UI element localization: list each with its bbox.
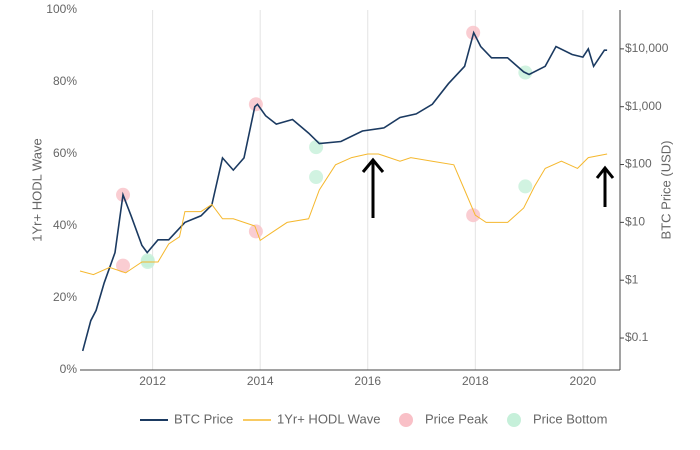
arrow-head [595,165,615,179]
y-tick-label: 80% [53,74,77,88]
y2-tick-label: $0.1 [625,330,649,344]
y-tick-label: 0% [60,362,78,376]
y2-tick-label: $1,000 [625,99,662,113]
line-series [79,153,608,276]
y-axis-title: 1Yr+ HODL Wave [29,138,44,241]
legend-label: 1Yr+ HODL Wave [277,411,380,426]
y2-tick-label: $100 [625,157,652,171]
y2-tick-label: $10 [625,215,645,229]
x-tick-label: 2014 [247,374,274,388]
marker [140,253,155,268]
marker [518,179,533,194]
y-tick-label: 100% [46,2,77,16]
marker [466,208,481,223]
y2-axis-title: BTC Price (USD) [658,141,673,240]
marker [248,224,263,239]
legend-label: Price Bottom [533,411,607,426]
y2-tick-label: $1 [625,272,639,286]
marker [309,170,324,185]
line-series [81,30,608,352]
x-tick-label: 2012 [139,374,166,388]
legend-label: Price Peak [425,411,488,426]
y2-tick-label: $10,000 [625,41,669,55]
x-tick-label: 2020 [570,374,597,388]
y-tick-label: 20% [53,290,77,304]
y-tick-label: 60% [53,146,77,160]
x-tick-label: 2018 [462,374,489,388]
y-tick-label: 40% [53,218,77,232]
legend-symbol [399,413,413,427]
x-tick-label: 2016 [354,374,381,388]
legend-label: BTC Price [174,411,233,426]
marker [309,140,324,155]
legend-symbol [507,413,521,427]
annotation-arrows [361,157,615,218]
arrow-head [361,157,385,173]
marker [116,258,131,273]
